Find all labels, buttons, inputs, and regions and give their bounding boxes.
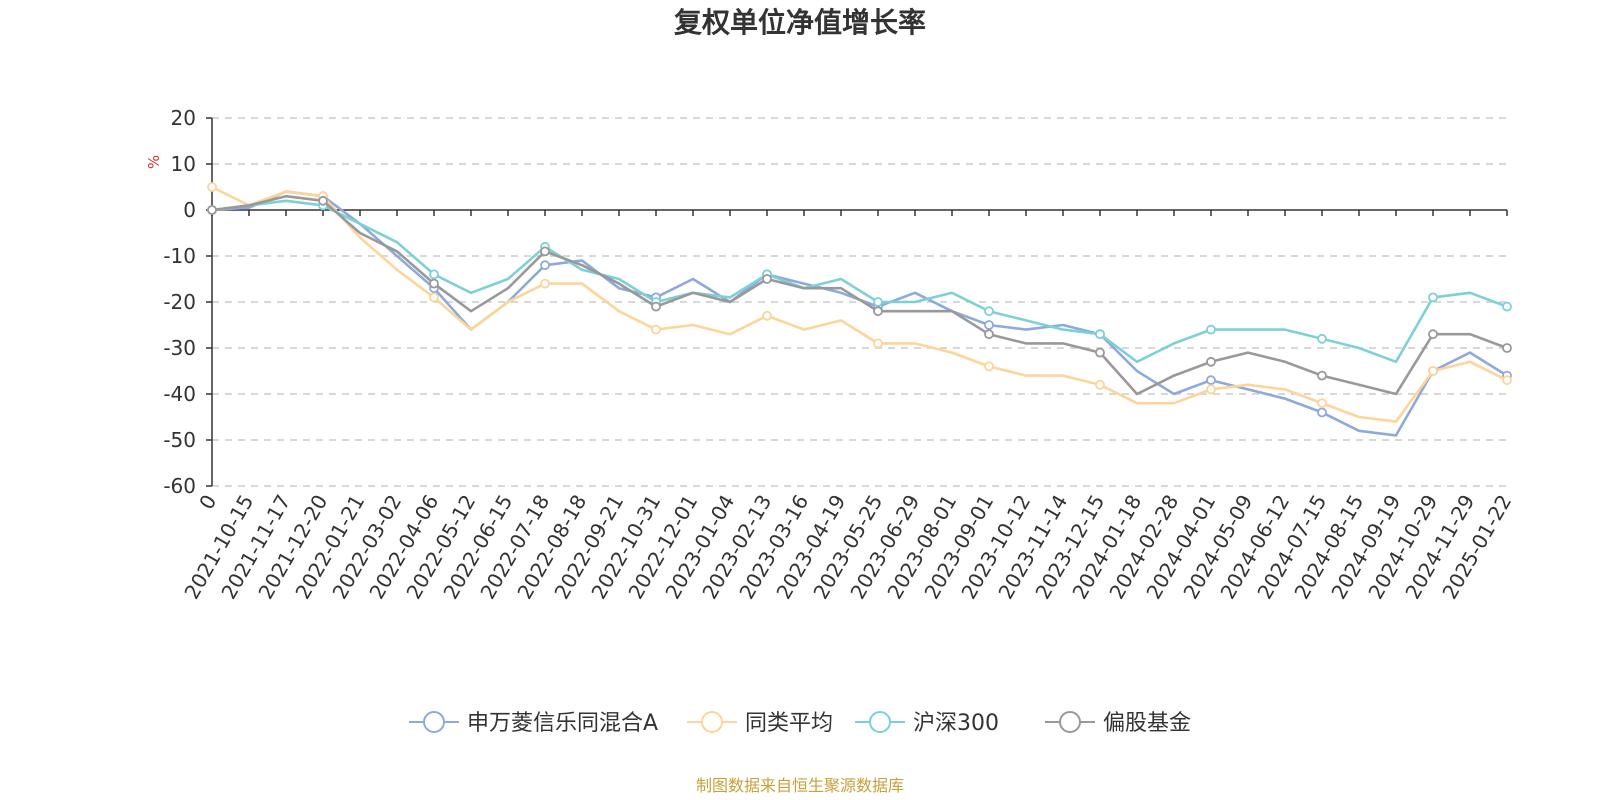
data-point: [1502, 343, 1512, 353]
data-point: [984, 320, 994, 330]
data-point: [1206, 356, 1216, 367]
data-point: [540, 260, 550, 271]
data-point: [1206, 375, 1216, 386]
y-tick-labels: 20 10 0 -10 -20 -30 -40 -50 -60: [163, 106, 196, 498]
legend-label: 沪深300: [913, 711, 999, 736]
y-tick-label: -10: [163, 244, 196, 268]
data-point: [1206, 324, 1216, 335]
axes: [206, 117, 1508, 487]
x-tick-labels: 02021-10-152021-11-172021-12-202022-01-2…: [179, 491, 1516, 604]
y-tick-label: -40: [163, 382, 196, 406]
legend-label: 同类平均: [745, 711, 833, 736]
y-axis-label: %: [145, 155, 163, 169]
data-point: [429, 269, 439, 280]
data-point: [762, 310, 772, 321]
y-tick-label: 20: [171, 106, 196, 130]
legend-label: 申万菱信乐同混合A: [467, 711, 658, 736]
source-note: 制图数据来自恒生聚源数据库: [696, 776, 904, 795]
y-tick-label: 0: [183, 198, 196, 222]
series-line-2: [211, 185, 1508, 423]
legend-item-2[interactable]: 同类平均: [687, 711, 833, 736]
data-point: [207, 205, 217, 215]
data-point: [984, 361, 994, 372]
legend[interactable]: 申万菱信乐同混合A 同类平均 沪深300 偏股基金: [409, 711, 1191, 736]
data-point: [984, 329, 994, 340]
data-point: [873, 306, 883, 317]
data-point: [651, 301, 661, 312]
legend-marker-icon: [423, 711, 445, 733]
data-point: [318, 195, 328, 206]
data-point: [207, 182, 217, 192]
data-point: [1095, 347, 1105, 358]
data-point: [1317, 398, 1327, 409]
series-line-3: [211, 199, 1508, 364]
data-point: [1317, 370, 1327, 381]
data-point: [1502, 375, 1512, 386]
data-point: [651, 324, 661, 335]
legend-item-4[interactable]: 偏股基金: [1045, 711, 1191, 736]
series-lines: [207, 182, 1512, 437]
x-tick-label: 0: [194, 491, 221, 514]
data-point: [540, 278, 550, 289]
grid-lines: [212, 117, 1507, 487]
y-tick-label: -60: [163, 474, 196, 498]
data-point: [1428, 292, 1438, 303]
data-point: [540, 246, 550, 257]
data-point: [1317, 407, 1327, 418]
data-point: [1095, 329, 1105, 340]
y-tick-label: -30: [163, 336, 196, 360]
legend-item-1[interactable]: 申万菱信乐同混合A: [409, 711, 658, 736]
series-line-4: [211, 194, 1508, 396]
chart-title: 复权单位净值增长率: [674, 6, 926, 39]
data-point: [1095, 379, 1105, 390]
y-tick-label: -20: [163, 290, 196, 314]
y-tick-label: -50: [163, 428, 196, 452]
legend-label: 偏股基金: [1103, 711, 1191, 736]
data-point: [429, 292, 439, 303]
legend-marker-icon: [869, 711, 891, 733]
data-point: [873, 297, 883, 307]
legend-marker-icon: [1059, 711, 1081, 733]
data-point: [1206, 384, 1216, 395]
data-point: [762, 274, 772, 284]
data-point: [1317, 333, 1327, 344]
data-point: [873, 338, 883, 349]
legend-marker-icon: [701, 711, 723, 733]
data-point: [1428, 329, 1438, 340]
legend-item-3[interactable]: 沪深300: [855, 711, 999, 736]
data-point: [1428, 366, 1438, 376]
data-point: [984, 306, 994, 317]
data-point: [1502, 301, 1512, 312]
y-tick-label: 10: [171, 152, 196, 176]
data-point: [429, 278, 439, 289]
